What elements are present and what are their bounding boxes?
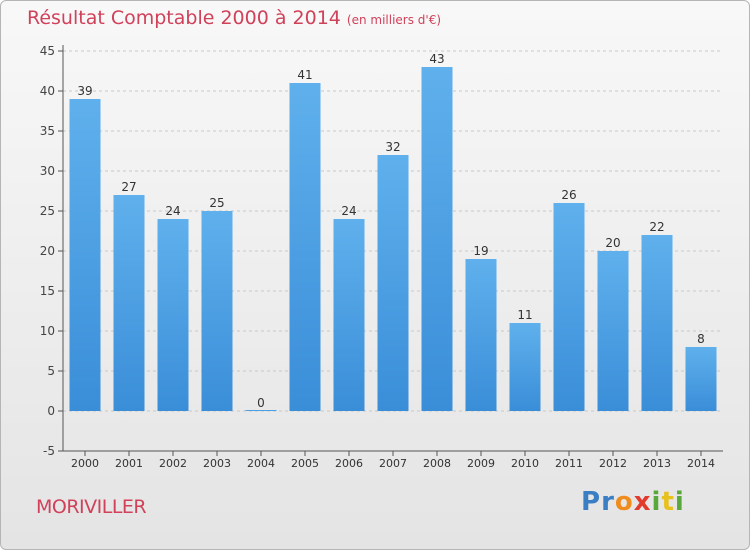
bar <box>641 235 673 411</box>
x-tick-label: 2009 <box>467 457 495 470</box>
bar-value-label: 43 <box>429 52 444 66</box>
chart-title-text: Résultat Comptable 2000 à 2014 <box>27 7 341 29</box>
x-tick-label: 2007 <box>379 457 407 470</box>
bar-value-label: 0 <box>257 396 265 410</box>
commune-name: MORIVILLER <box>36 496 147 518</box>
x-tick-label: 2000 <box>71 457 99 470</box>
x-tick-label: 2014 <box>687 457 715 470</box>
logo-letter: r <box>601 487 615 517</box>
logo-letter: t <box>661 487 675 517</box>
x-tick-label: 2002 <box>159 457 187 470</box>
bar <box>465 259 497 411</box>
x-tick-label: 2010 <box>511 457 539 470</box>
y-tick-label: 10 <box>40 324 55 338</box>
logo-letter: i <box>674 487 685 517</box>
y-tick-label: 20 <box>40 244 55 258</box>
bar-value-label: 19 <box>473 244 488 258</box>
logo-letter: o <box>614 487 634 517</box>
chart-title: Résultat Comptable 2000 à 2014 (en millie… <box>27 7 441 29</box>
bar <box>157 219 189 411</box>
y-tick-label: 30 <box>40 164 55 178</box>
bar-value-label: 41 <box>297 68 312 82</box>
proxiti-logo: Proxiti <box>581 487 685 517</box>
bar <box>553 203 585 411</box>
bar <box>113 195 145 411</box>
bar <box>421 67 453 411</box>
x-tick-label: 2012 <box>599 457 627 470</box>
y-tick-label: 25 <box>40 204 55 218</box>
unit-note: (en milliers d'€) <box>346 13 442 27</box>
x-tick-label: 2008 <box>423 457 451 470</box>
bar-value-label: 24 <box>341 204 356 218</box>
y-tick-label: 35 <box>40 124 55 138</box>
bar <box>597 251 629 411</box>
logo-letter: i <box>651 487 662 517</box>
x-tick-label: 2004 <box>247 457 275 470</box>
bar <box>509 323 541 411</box>
bar-value-label: 11 <box>517 308 532 322</box>
x-tick-label: 2013 <box>643 457 671 470</box>
bar <box>69 99 101 411</box>
y-tick-label: -5 <box>43 444 55 458</box>
x-tick-label: 2011 <box>555 457 583 470</box>
bar-value-label: 26 <box>561 188 576 202</box>
bar-value-label: 8 <box>697 332 705 346</box>
logo-letter: P <box>581 487 602 517</box>
bar <box>201 211 233 411</box>
logo-letter: x <box>633 487 652 517</box>
bar-value-label: 22 <box>649 220 664 234</box>
bar <box>377 155 409 411</box>
x-tick-label: 2006 <box>335 457 363 470</box>
bar <box>245 410 277 411</box>
bar-value-label: 39 <box>77 84 92 98</box>
bar <box>333 219 365 411</box>
bar <box>685 347 717 411</box>
bar-value-label: 20 <box>605 236 620 250</box>
y-tick-label: 40 <box>40 84 55 98</box>
bar-value-label: 32 <box>385 140 400 154</box>
bar-value-label: 24 <box>165 204 180 218</box>
bar-value-label: 27 <box>121 180 136 194</box>
bar-value-label: 25 <box>209 196 224 210</box>
x-tick-label: 2003 <box>203 457 231 470</box>
x-tick-label: 2005 <box>291 457 319 470</box>
x-tick-label: 2001 <box>115 457 143 470</box>
bar <box>289 83 321 411</box>
y-tick-label: 0 <box>47 404 55 418</box>
y-tick-label: 15 <box>40 284 55 298</box>
y-tick-label: 5 <box>47 364 55 378</box>
y-tick-label: 45 <box>40 44 55 58</box>
